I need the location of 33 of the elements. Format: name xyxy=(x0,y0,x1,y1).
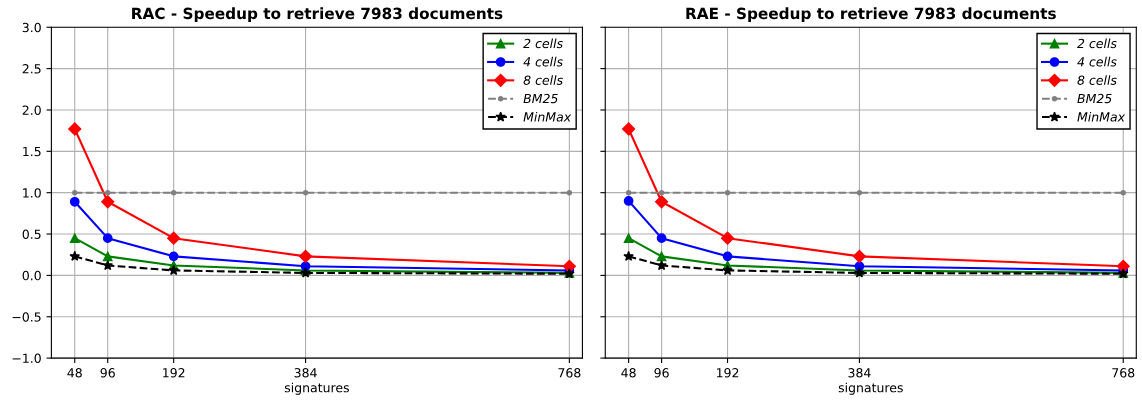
x-tick-label: 384 xyxy=(294,368,317,378)
x-tick-label: 96 xyxy=(100,368,115,378)
x-tick-label: 384 xyxy=(848,368,871,378)
y-tick-label: 1.5 xyxy=(23,146,41,157)
x-tick-label: 96 xyxy=(654,368,669,378)
legend-label: 4 cells xyxy=(1077,56,1117,67)
x-tick-label: 192 xyxy=(716,368,739,378)
y-tick-label: 2.0 xyxy=(22,105,41,115)
y-tick-label: 3.0 xyxy=(22,22,41,33)
y-tick-label: −1.0 xyxy=(12,353,41,364)
y-tick-label: 1.0 xyxy=(23,188,41,198)
x-axis-title: signatures xyxy=(838,382,903,395)
legend-label: MinMax xyxy=(523,111,572,122)
x-tick-label: 48 xyxy=(621,368,636,378)
x-tick-label: 768 xyxy=(558,368,581,378)
y-tick-label: 0.0 xyxy=(22,270,41,281)
legend-label: BM25 xyxy=(523,93,558,104)
x-tick-label: 192 xyxy=(163,368,185,378)
legend-label: MinMax xyxy=(1077,111,1126,122)
legend-label: 4 cells xyxy=(523,56,563,67)
x-tick-label: 768 xyxy=(1112,368,1135,378)
chart-title: RAE - Speedup to retrieve 7983 documents xyxy=(686,7,1056,23)
x-tick-label: 48 xyxy=(67,368,82,378)
y-tick-label: −0.5 xyxy=(12,312,41,322)
legend-label: 2 cells xyxy=(1077,38,1117,49)
chart-title: RAC - Speedup to retrieve 7983 documents xyxy=(132,7,503,23)
legend-label: 2 cells xyxy=(523,38,563,49)
x-axis-title: signatures xyxy=(284,382,349,395)
legend-label: 8 cells xyxy=(523,75,563,85)
legend-label: 8 cells xyxy=(1077,75,1117,85)
y-tick-label: 0.5 xyxy=(22,229,41,239)
y-tick-label: 2.5 xyxy=(22,64,41,74)
legend-label: BM25 xyxy=(1077,93,1112,104)
